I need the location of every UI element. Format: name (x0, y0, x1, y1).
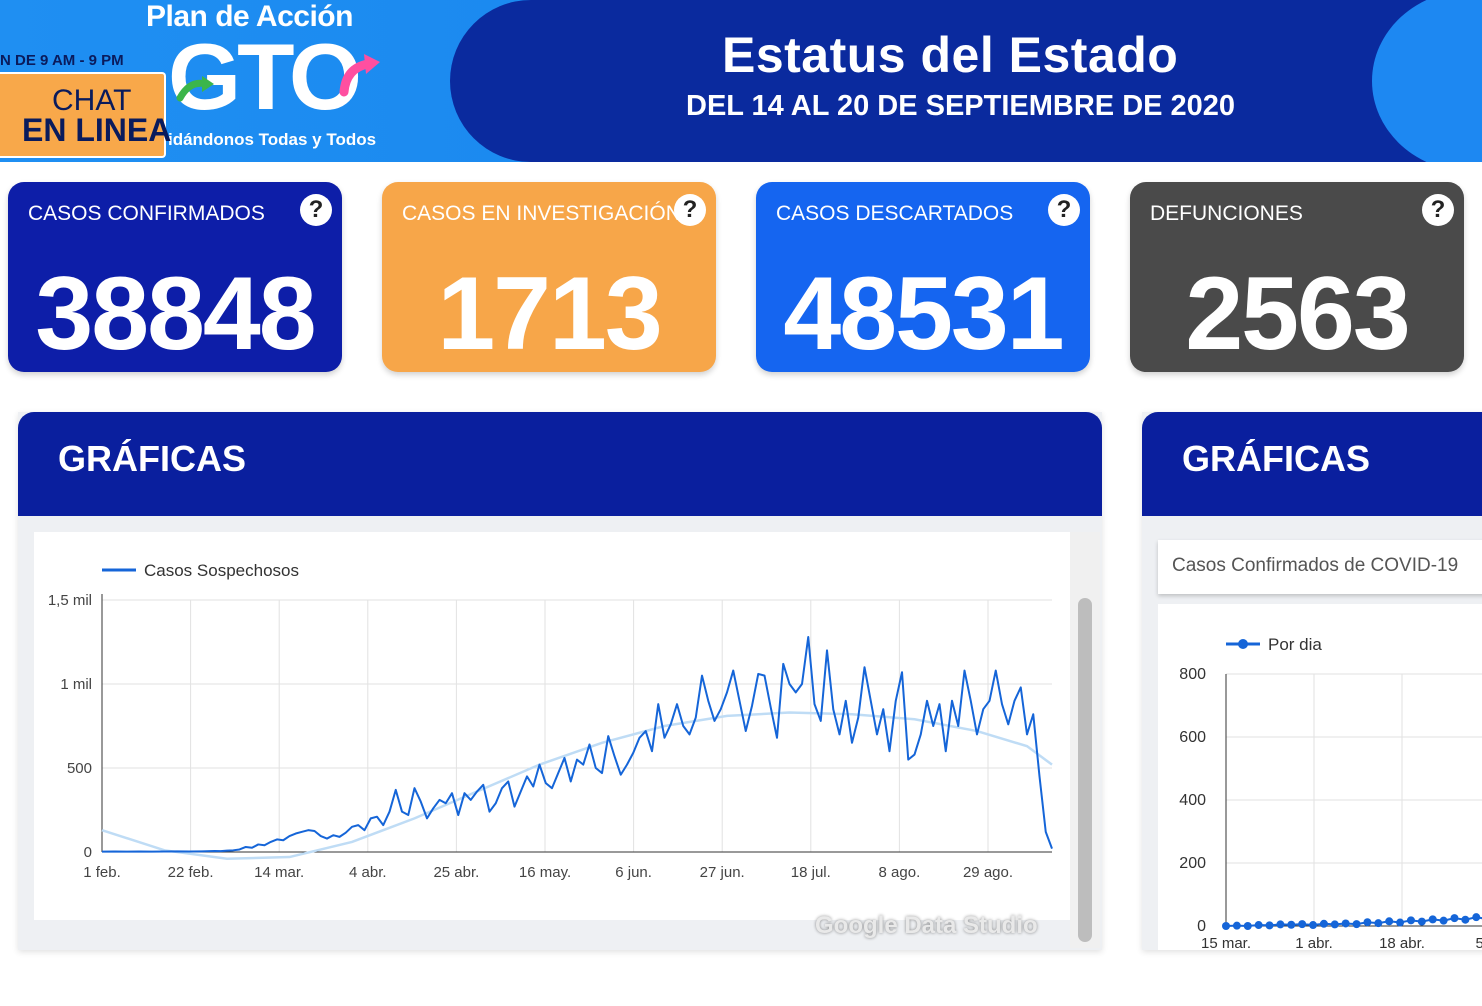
plan-title: Plan de Acción (146, 0, 353, 33)
data-point (1276, 920, 1285, 929)
chat-online-button[interactable] (0, 72, 166, 158)
chart-title-box: Casos Confirmados de COVID-19 (1158, 540, 1482, 594)
tagline: idándonos Todas y Todos (168, 130, 377, 149)
data-point (1439, 916, 1448, 925)
x-tick-label: 22 feb. (168, 864, 214, 881)
page-title: Estatus del Estado (722, 27, 1179, 83)
y-tick-label: 1 mil (60, 676, 92, 693)
data-point (1243, 922, 1252, 930)
section-header: GRÁFICAS (1142, 412, 1482, 516)
x-tick-label: 5 m (1475, 935, 1482, 950)
chat-label-online[interactable]: EN LINEA (22, 112, 172, 148)
card-investigation-cases: CASOS EN INVESTIGACIÓN ? 1713 (382, 182, 716, 372)
section-title: GRÁFICAS (58, 438, 246, 479)
data-point (1406, 916, 1415, 925)
data-point (1461, 915, 1470, 924)
data-point (1330, 920, 1339, 929)
card-value: 48531 (783, 256, 1064, 372)
y-tick-label: 800 (1179, 666, 1206, 683)
y-tick-label: 0 (1197, 918, 1206, 935)
suspected-cases-chart: 0 500 1 mil 1,5 mil 1 feb. 22 feb. 14 mar. 4 ab… (48, 561, 1053, 881)
watermark: Google Data Studio (815, 912, 1038, 939)
legend-marker (1238, 639, 1248, 649)
y-tick-label: 600 (1179, 729, 1206, 746)
card-value: 1713 (437, 256, 662, 372)
data-point (1363, 918, 1372, 927)
help-icon[interactable]: ? (1422, 194, 1454, 226)
data-point (1319, 919, 1328, 928)
help-icon[interactable]: ? (1048, 194, 1080, 226)
section-title: GRÁFICAS (1182, 438, 1370, 479)
y-tick-label: 400 (1179, 792, 1206, 809)
legend-label: Casos Sospechosos (144, 561, 299, 580)
data-point (1417, 917, 1426, 926)
chart-title: Casos Confirmados de COVID-19 (1172, 555, 1459, 576)
card-label: DEFUNCIONES (1150, 202, 1303, 225)
x-tick-label: 18 abr. (1379, 935, 1425, 950)
pink-arrow-icon (339, 54, 380, 97)
data-point (1309, 921, 1318, 930)
card-discarded-cases: CASOS DESCARTADOS ? 48531 (756, 182, 1090, 372)
x-tick-label: 18 jul. (791, 864, 831, 881)
x-tick-label: 1 feb. (83, 864, 121, 881)
chart-panel-suspected: 0 500 1 mil 1,5 mil 1 feb. 22 feb. 14 mar. 4 ab… (34, 532, 1070, 920)
card-confirmed-cases: CASOS CONFIRMADOS ? 38848 (8, 182, 342, 372)
gto-logo: GTO (168, 24, 362, 129)
data-point (1232, 921, 1241, 930)
chat-label[interactable]: CHAT (52, 84, 132, 117)
chart-scrollbar-thumb[interactable] (1078, 598, 1092, 942)
data-point (1428, 915, 1437, 924)
chat-hours: N DE 9 AM - 9 PM (0, 52, 124, 69)
green-arrow-icon (176, 76, 214, 102)
x-tick-label: 6 jun. (615, 864, 652, 881)
x-tick-label: 25 abr. (433, 864, 479, 881)
card-label: CASOS EN INVESTIGACIÓN (402, 202, 681, 225)
x-tick-label: 1 abr. (1295, 935, 1333, 950)
data-point (1254, 921, 1263, 930)
card-label: CASOS CONFIRMADOS (28, 202, 265, 225)
y-tick-label: 0 (84, 844, 92, 861)
data-point (1450, 914, 1459, 923)
confirmed-cases-chart: 0 200 400 600 800 15 mar. 1 abr. 18 abr. 5 m Por … (1179, 635, 1482, 952)
data-point (1341, 919, 1350, 928)
data-point (1222, 922, 1230, 930)
chart-panel-confirmed: 0 200 400 600 800 15 mar. 1 abr. 18 abr. 5 m Por … (1158, 604, 1482, 952)
card-value: 38848 (35, 256, 316, 372)
data-point (1396, 918, 1405, 927)
x-tick-label: 14 mar. (254, 864, 304, 881)
x-tick-label: 16 may. (519, 864, 571, 881)
x-tick-label: 27 jun. (700, 864, 745, 881)
y-tick-label: 500 (67, 760, 92, 777)
help-icon[interactable]: ? (300, 194, 332, 226)
data-point (1472, 913, 1481, 922)
trend-line (101, 711, 1053, 860)
y-tick-label: 1,5 mil (48, 592, 92, 609)
data-point (1298, 920, 1307, 929)
y-tick-label: 200 (1179, 855, 1206, 872)
data-point (1287, 920, 1296, 929)
data-point (1385, 917, 1394, 926)
x-tick-label: 15 mar. (1201, 935, 1251, 950)
card-deaths: DEFUNCIONES ? 2563 (1130, 182, 1464, 372)
x-tick-label: 29 ago. (963, 864, 1013, 881)
x-tick-label: 8 ago. (879, 864, 921, 881)
help-icon[interactable]: ? (674, 194, 706, 226)
data-point (1265, 921, 1274, 930)
section-header: GRÁFICAS (18, 412, 1102, 516)
series-line-suspected (101, 635, 1053, 853)
card-label: CASOS DESCARTADOS (776, 202, 1014, 225)
banner-title-area (450, 0, 1482, 162)
data-point (1352, 920, 1361, 929)
page-subtitle: DEL 14 AL 20 DE SEPTIEMBRE DE 2020 (686, 90, 1236, 122)
x-tick-label: 4 abr. (349, 864, 387, 881)
legend-label: Por dia (1268, 635, 1322, 654)
data-point (1374, 919, 1383, 928)
header-banner: Plan de Acción GTO idándonos Todas y Tod… (0, 0, 1482, 162)
card-value: 2563 (1185, 256, 1410, 372)
